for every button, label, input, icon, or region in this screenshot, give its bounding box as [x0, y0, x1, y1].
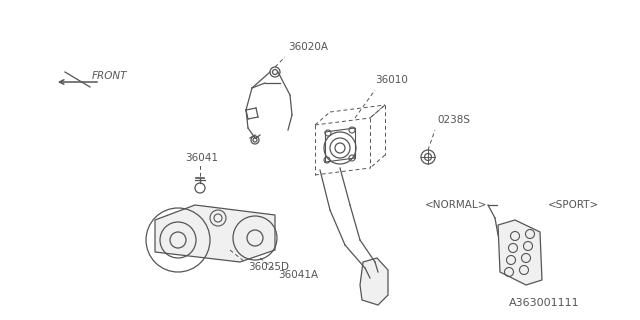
Text: 36020A: 36020A — [288, 42, 328, 52]
Text: 36010: 36010 — [375, 75, 408, 85]
Polygon shape — [155, 205, 275, 262]
Polygon shape — [498, 220, 542, 285]
Text: 0238S: 0238S — [437, 115, 470, 125]
Text: <SPORT>: <SPORT> — [548, 200, 599, 210]
Text: A363001111: A363001111 — [509, 298, 580, 308]
Text: 36025D: 36025D — [248, 262, 289, 272]
Text: <NORMAL>: <NORMAL> — [425, 200, 488, 210]
Text: 36041A: 36041A — [278, 270, 318, 280]
Text: 36041: 36041 — [185, 153, 218, 163]
Polygon shape — [360, 258, 388, 305]
Text: FRONT: FRONT — [92, 71, 127, 81]
